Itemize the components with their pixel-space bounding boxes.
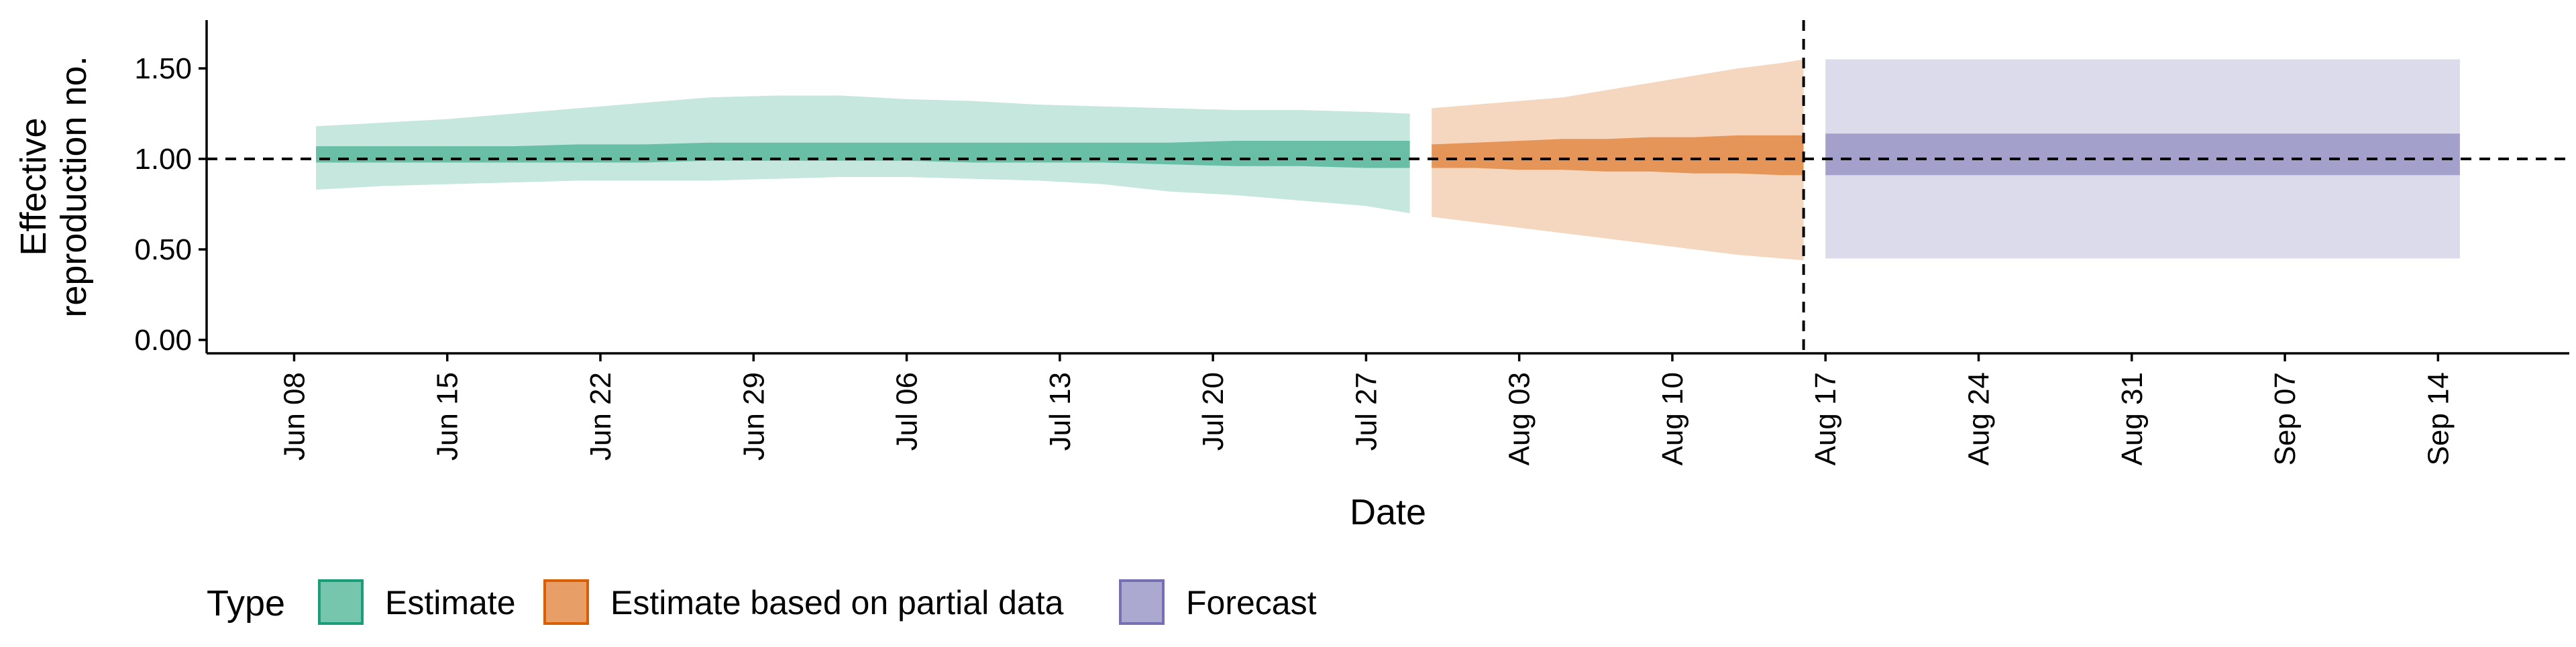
series-1-inner-band <box>1432 135 1804 176</box>
series-bands <box>316 59 2460 261</box>
y-axis-title-line-2: reproduction no. <box>54 56 94 317</box>
legend-label-2: Forecast <box>1186 584 1317 622</box>
y-tick-label: 1.00 <box>134 143 192 176</box>
x-tick-label: Aug 10 <box>1656 372 1689 465</box>
x-tick-label: Jun 15 <box>431 372 464 461</box>
x-axis-title: Date <box>1350 492 1426 532</box>
series-0-inner-band <box>316 141 1410 168</box>
x-tick-label: Jun 22 <box>584 372 617 461</box>
x-tick-label: Jul 27 <box>1350 372 1383 451</box>
axes: 0.00 0.50 1.00 1.50 Jun 08 Jun 15 Jun 22 Jun 29… <box>13 20 2569 532</box>
y-tick-label: 0.00 <box>134 324 192 357</box>
legend-key-0 <box>318 579 364 625</box>
x-tick-label: Jul 06 <box>891 372 924 451</box>
legend-label-1: Estimate based on partial data <box>610 584 1064 622</box>
y-tick-label: 1.50 <box>134 52 192 85</box>
x-tick-label: Aug 24 <box>1963 372 1996 465</box>
x-tick-label: Sep 07 <box>2269 372 2302 465</box>
x-tick-label: Sep 14 <box>2422 372 2455 465</box>
x-tick-label: Jul 13 <box>1044 372 1077 451</box>
legend: Type Estimate Estimate based on partial da… <box>207 579 1317 625</box>
legend-key-2 <box>1119 579 1165 625</box>
legend-title: Type <box>207 583 285 624</box>
x-tick-label: Aug 03 <box>1503 372 1536 465</box>
x-tick-label: Aug 17 <box>1809 372 1842 465</box>
legend-key-1 <box>543 579 589 625</box>
x-tick-label: Jul 20 <box>1197 372 1230 451</box>
x-tick-label: Jun 29 <box>737 372 770 461</box>
legend-label-0: Estimate <box>385 584 516 622</box>
x-tick-label: Jun 08 <box>278 372 311 461</box>
y-tick-label: 0.50 <box>134 233 192 266</box>
y-axis-title-line-1: Effective <box>13 117 54 255</box>
x-tick-label: Aug 31 <box>2116 372 2149 465</box>
series-2-inner-band <box>1825 133 2460 176</box>
